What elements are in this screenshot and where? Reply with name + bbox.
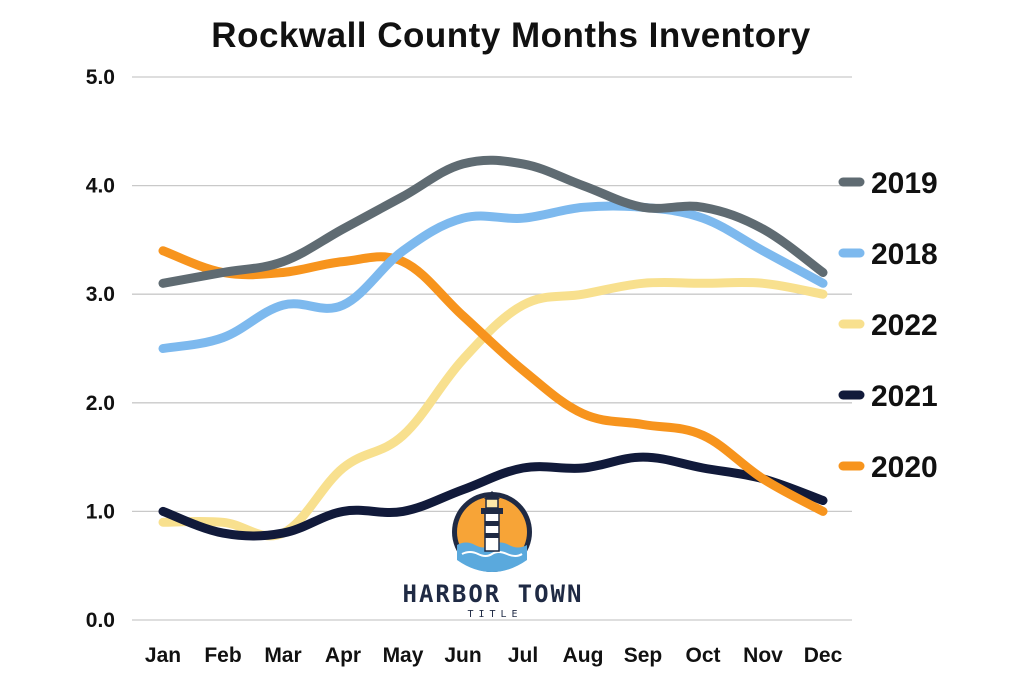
chart-title: Rockwall County Months Inventory <box>211 16 810 55</box>
logo-water <box>457 542 527 572</box>
legend-label-2021: 2021 <box>871 380 938 413</box>
legend-label-2019: 2019 <box>871 167 938 200</box>
x-tick-label: Oct <box>685 644 720 667</box>
lighthouse-tower-icon <box>484 512 500 552</box>
series-line-2019 <box>158 155 828 288</box>
lighthouse-roof <box>484 491 500 499</box>
legend: 2019 2018 2022 2021 2020 <box>838 167 938 484</box>
lighthouse-gallery <box>481 508 503 514</box>
legend-label-2018: 2018 <box>871 238 938 271</box>
x-tick-label: Mar <box>264 644 301 667</box>
y-axis-ticks: 0.0 1.0 2.0 3.0 4.0 5.0 <box>86 66 115 632</box>
logo-wave <box>461 551 523 557</box>
x-tick-label: Sep <box>624 644 663 667</box>
lighthouse-stripe <box>485 533 499 538</box>
legend-label-2022: 2022 <box>871 309 938 342</box>
series-lines <box>158 155 828 541</box>
y-tick-label: 2.0 <box>86 392 115 415</box>
logo-subtitle: TITLE <box>467 609 522 620</box>
x-tick-label: Apr <box>325 644 361 667</box>
legend-label-2020: 2020 <box>871 451 938 484</box>
x-tick-label: Jan <box>145 644 181 667</box>
x-tick-label: Dec <box>804 644 843 667</box>
logo-name: HARBOR TOWN <box>403 580 584 608</box>
y-tick-label: 1.0 <box>86 500 115 523</box>
x-tick-label: Jun <box>444 644 481 667</box>
x-tick-label: Feb <box>204 644 241 667</box>
x-tick-label: May <box>383 644 424 667</box>
lighthouse-stripe <box>485 521 499 526</box>
y-tick-label: 4.0 <box>86 175 115 198</box>
y-tick-label: 0.0 <box>86 609 115 632</box>
series-line-2018 <box>158 201 828 353</box>
gridlines <box>132 76 852 621</box>
harbor-town-logo: HARBOR TOWN TITLE <box>403 491 584 620</box>
x-axis-ticks: Jan Feb Mar Apr May Jun Jul Aug Sep Oct Nov Dec <box>145 644 843 667</box>
lighthouse-lamp-icon <box>485 498 499 509</box>
series-line-2020 <box>158 246 828 516</box>
y-tick-label: 5.0 <box>86 66 115 89</box>
x-tick-label: Aug <box>563 644 604 667</box>
x-tick-label: Jul <box>508 644 538 667</box>
y-tick-label: 3.0 <box>86 283 115 306</box>
x-tick-label: Nov <box>743 644 783 667</box>
